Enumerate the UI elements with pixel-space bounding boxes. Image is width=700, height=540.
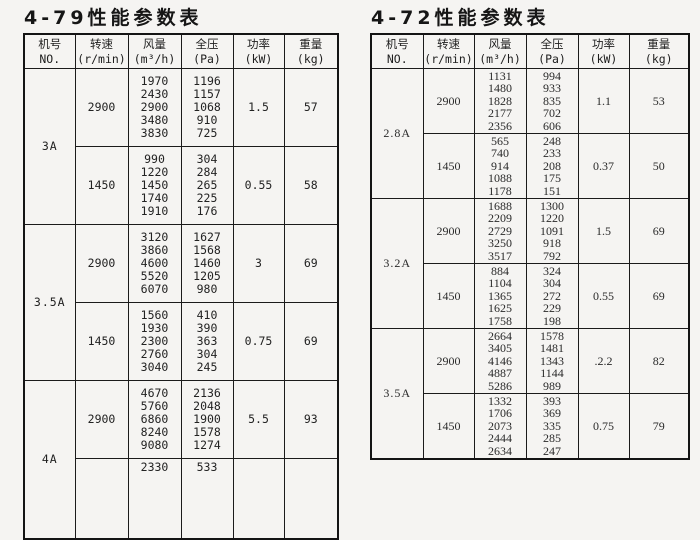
power-cell [232, 458, 285, 540]
weight-cell: 69 [628, 263, 690, 329]
pressure-cell: 248 233 208 175 151 [525, 133, 579, 199]
panel-4-79: 4-79性能参数表 机号 NO. 转速 (r/min) 风量 (m³/h) 全压… [23, 0, 341, 540]
power-cell: 0.75 [232, 302, 285, 381]
power-cell: 0.37 [577, 133, 630, 199]
weight-cell [283, 458, 339, 540]
header-model: 机号 NO. [370, 33, 424, 69]
table-row: 3.5A 2900 2664 3405 4146 4887 5286 1578 … [370, 328, 690, 460]
header-weight: 重量 (kg) [628, 33, 690, 69]
performance-table-4-72: 机号 NO. 转速 (r/min) 风量 (m³/h) 全压 (Pa) 功率 (… [370, 33, 690, 460]
flow-cell: 4670 5760 6860 8240 9080 [127, 380, 182, 459]
header-speed: 转速 (r/min) [74, 33, 129, 69]
pressure-cell: 1627 1568 1460 1205 980 [180, 224, 234, 303]
power-cell: 1.5 [577, 198, 630, 264]
speed-cell: 2900 [74, 380, 129, 459]
speed-cell: 2900 [422, 68, 475, 134]
flow-cell: 1688 2209 2729 3250 3517 [473, 198, 527, 264]
pressure-cell: 324 304 272 229 198 [525, 263, 579, 329]
header-row: 机号 NO. 转速 (r/min) 风量 (m³/h) 全压 (Pa) 功率 (… [23, 33, 339, 69]
power-cell: .2.2 [577, 328, 630, 394]
header-speed: 转速 (r/min) [422, 33, 475, 69]
weight-cell: 69 [628, 198, 690, 264]
pressure-cell: 1196 1157 1068 910 725 [180, 68, 234, 147]
performance-table-4-79: 机号 NO. 转速 (r/min) 风量 (m³/h) 全压 (Pa) 功率 (… [23, 33, 339, 540]
header-flow: 风量 (m³/h) [127, 33, 182, 69]
header-pressure: 全压 (Pa) [525, 33, 579, 69]
weight-cell: 58 [283, 146, 339, 225]
pressure-cell: 393 369 335 285 247 [525, 393, 579, 460]
power-cell: 1.1 [577, 68, 630, 134]
power-cell: 3 [232, 224, 285, 303]
weight-cell: 69 [283, 302, 339, 381]
table-title-4-72: 4-72性能参数表 [371, 7, 550, 29]
speed-cell: 1450 [74, 302, 129, 381]
speed-cell: 1450 [74, 146, 129, 225]
weight-cell: 69 [283, 224, 339, 303]
weight-cell: 57 [283, 68, 339, 147]
table-row: 2.8A 2900 1131 1480 1828 2177 2356 994 9… [370, 68, 690, 199]
header-model: 机号 NO. [23, 33, 76, 69]
header-power: 功率 (kW) [232, 33, 285, 69]
speed-cell: 2900 [74, 224, 129, 303]
flow-cell: 3120 3860 4600 5520 6070 [127, 224, 182, 303]
pressure-cell: 533 [180, 458, 234, 540]
speed-cell [74, 458, 129, 540]
speed-cell: 1450 [422, 133, 475, 199]
model-cell: 2.8A [370, 68, 424, 199]
model-cell: 3A [23, 68, 76, 225]
table-row: 4A 2900 4670 5760 6860 8240 9080 2136 20… [23, 380, 339, 540]
model-cell: 3.5A [370, 328, 424, 460]
weight-cell: 93 [283, 380, 339, 459]
flow-cell: 1131 1480 1828 2177 2356 [473, 68, 527, 134]
weight-cell: 50 [628, 133, 690, 199]
table-row: 1450 565 740 914 1088 1178 248 233 208 1… [371, 133, 690, 199]
power-cell: 0.55 [577, 263, 630, 329]
speed-cell: 1450 [422, 263, 475, 329]
flow-cell: 565 740 914 1088 1178 [473, 133, 527, 199]
power-cell: 0.75 [577, 393, 630, 460]
flow-cell: 1332 1706 2073 2444 2634 [473, 393, 527, 460]
power-cell: 1.5 [232, 68, 285, 147]
flow-cell: 1560 1930 2300 2760 3040 [127, 302, 182, 381]
header-pressure: 全压 (Pa) [180, 33, 234, 69]
header-weight: 重量 (kg) [283, 33, 339, 69]
table-row: 3A 2900 1970 2430 2900 3480 3830 1196 11… [23, 68, 339, 225]
pressure-cell: 994 933 835 702 606 [525, 68, 579, 134]
header-row: 机号 NO. 转速 (r/min) 风量 (m³/h) 全压 (Pa) 功率 (… [370, 33, 690, 69]
model-cell: 3.2A [370, 198, 424, 329]
header-power: 功率 (kW) [577, 33, 630, 69]
table-row: 3.5A 2900 3120 3860 4600 5520 6070 1627 … [23, 224, 339, 381]
speed-cell: 2900 [74, 68, 129, 147]
weight-cell: 82 [628, 328, 690, 394]
flow-cell: 1970 2430 2900 3480 3830 [127, 68, 182, 147]
pressure-cell: 1578 1481 1343 1144 989 [525, 328, 579, 394]
pressure-cell: 2136 2048 1900 1578 1274 [180, 380, 234, 459]
speed-cell: 2900 [422, 328, 475, 394]
pressure-cell: 1300 1220 1091 918 792 [525, 198, 579, 264]
table-row: 3.2A 2900 1688 2209 2729 3250 3517 1300 … [370, 198, 690, 329]
table-title-4-79: 4-79性能参数表 [24, 7, 203, 29]
table-row: 1450 1332 1706 2073 2444 2634 393 369 33… [371, 393, 690, 460]
flow-cell: 2664 3405 4146 4887 5286 [473, 328, 527, 394]
panel-4-72: 4-72性能参数表 机号 NO. 转速 (r/min) 风量 (m³/h) 全压… [370, 0, 694, 460]
table-row: 1450 990 1220 1450 1740 1910 304 284 265… [24, 146, 339, 225]
flow-cell: 2330 [127, 458, 182, 540]
table-row: 1450 884 1104 1365 1625 1758 324 304 272… [371, 263, 690, 329]
weight-cell: 53 [628, 68, 690, 134]
header-flow: 风量 (m³/h) [473, 33, 527, 69]
model-cell: 4A [23, 380, 76, 540]
speed-cell: 2900 [422, 198, 475, 264]
model-cell: 3.5A [23, 224, 76, 381]
power-cell: 0.55 [232, 146, 285, 225]
flow-cell: 884 1104 1365 1625 1758 [473, 263, 527, 329]
pressure-cell: 304 284 265 225 176 [180, 146, 234, 225]
table-row: 1450 1560 1930 2300 2760 3040 410 390 36… [24, 302, 339, 381]
speed-cell: 1450 [422, 393, 475, 460]
weight-cell: 79 [628, 393, 690, 460]
pressure-cell: 410 390 363 304 245 [180, 302, 234, 381]
flow-cell: 990 1220 1450 1740 1910 [127, 146, 182, 225]
power-cell: 5.5 [232, 380, 285, 459]
